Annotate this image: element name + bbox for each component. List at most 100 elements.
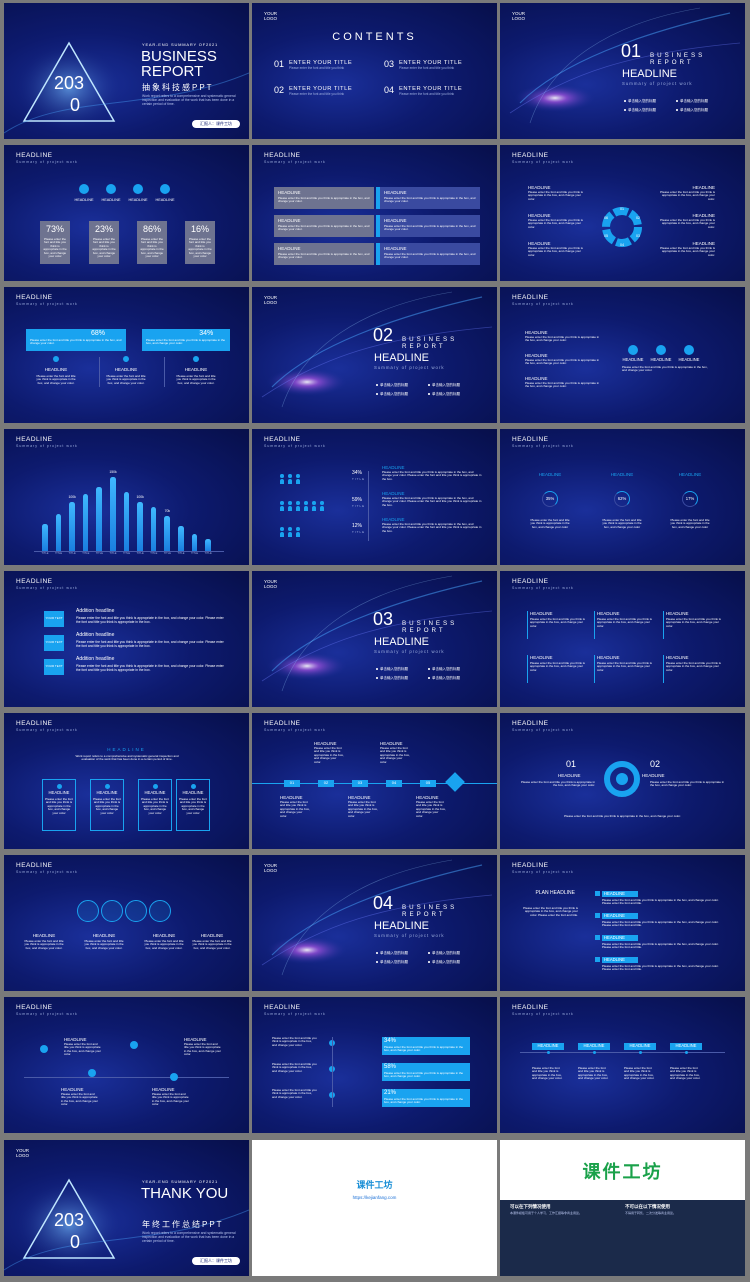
label: HEADLINE	[128, 198, 148, 202]
body-text: Please enter the font and title you thin…	[530, 661, 585, 672]
step-box	[284, 779, 300, 787]
person-body	[296, 505, 300, 511]
icon	[133, 184, 143, 194]
slide-title: HEADLINE	[16, 578, 53, 585]
x-tick-label: TITLE	[177, 552, 185, 555]
button	[192, 120, 240, 128]
year: 203	[54, 1210, 85, 1230]
body-text: Please enter the font and title you thin…	[670, 518, 710, 529]
slide: HEADLINE Summary of project work Please en…	[252, 997, 497, 1133]
person-body	[320, 505, 324, 511]
bullet-text: 单击输入您的标题	[380, 383, 408, 387]
label: HEADLINE	[629, 1043, 651, 1048]
label: HEADLINE	[152, 933, 176, 938]
item-subtitle: Please enter the font and title you thin…	[399, 66, 455, 70]
url: https://kejianfang.com	[352, 1195, 397, 1200]
slide-subtitle: Summary of project work	[512, 1012, 574, 1016]
slide: HEADLINE Summary of project work HEADLINE 3…	[500, 429, 745, 565]
separator	[378, 215, 380, 237]
year: 0	[70, 1232, 81, 1252]
bar	[96, 486, 102, 551]
text-box	[44, 635, 64, 651]
bullet-text: 单击输入您的标题	[380, 667, 408, 671]
bullet	[676, 100, 678, 102]
body-text: Please enter the font and title you thin…	[184, 1042, 222, 1057]
label: HEADLINE	[348, 795, 371, 800]
percent: 86%	[142, 224, 161, 234]
step-number: 03	[357, 779, 363, 785]
label: HEADLINE	[604, 956, 625, 962]
body-text: Please enter the font and title you thin…	[93, 797, 121, 815]
body-text: Please enter the font and title you thin…	[666, 661, 721, 672]
bullet	[428, 952, 430, 954]
separator	[378, 187, 380, 209]
bullet	[376, 677, 378, 679]
icon	[123, 356, 129, 362]
label: HEADLINE	[528, 185, 551, 190]
step-number: 04	[391, 779, 397, 785]
slide-subtitle: Summary of project work	[264, 728, 326, 732]
label: HEADLINE	[525, 376, 548, 381]
section-title: BUSINESS REPORT	[402, 336, 458, 350]
x-tick-label: TITLE	[68, 552, 76, 555]
label: HEADLINE	[182, 790, 204, 795]
label: HEADLINE	[278, 246, 301, 251]
body-text: Please enter the font and title you thin…	[525, 381, 600, 389]
cover-subtitle: 抽象科技感PPT	[142, 83, 214, 92]
body-text: Please enter the font and title you thin…	[602, 920, 719, 928]
divider	[99, 357, 100, 387]
label: HEADLINE	[692, 241, 715, 246]
item-number: 01	[274, 59, 285, 69]
slide-subtitle: Summary of project work	[16, 160, 78, 164]
percent: 62%	[617, 496, 627, 501]
x-tick-label: TITLE	[95, 552, 103, 555]
percent: 58%	[384, 1064, 397, 1070]
body-text: Please enter the font and title you thin…	[380, 746, 410, 764]
person-head	[296, 474, 300, 478]
percent: 35%	[545, 496, 555, 501]
slide: HEADLINE Summary of project work HEADLINE P…	[252, 145, 497, 281]
tag	[602, 913, 638, 919]
label: HEADLINE	[604, 890, 625, 896]
body-text: Please enter the font and title you thin…	[272, 1088, 317, 1099]
bullet	[376, 961, 378, 963]
label: HEADLINE	[384, 218, 407, 223]
bar	[42, 523, 48, 551]
bar-box	[274, 243, 374, 265]
slide: 203 0 YEAR-END SUMMARY OF2021 BUSINESS REPO…	[4, 3, 249, 139]
slide: YOUR LOGO 02 BUSINESS REPORT HEADLINE Summar…	[252, 287, 497, 423]
section-subtitle: Summary of project work	[622, 81, 693, 86]
heading: 可以在下列情况使用	[510, 1204, 551, 1209]
label: HEADLINE	[382, 491, 405, 496]
label: HEADLINE	[382, 517, 405, 522]
card	[137, 221, 167, 264]
label: HEADLINE	[604, 934, 625, 940]
label: HEADLINE	[114, 367, 138, 372]
label: HEADLINE	[610, 472, 634, 477]
icon	[190, 783, 196, 789]
bullet	[376, 952, 378, 954]
x-tick-label: TITLE	[136, 552, 144, 555]
body-text: Please enter the font and title you thin…	[624, 1066, 655, 1081]
body-text: 本课件模板可用于个人学习、工作汇报等非商业用途。	[510, 1211, 583, 1215]
slide: HEADLINE Summary of project work PLAN HEAD…	[500, 855, 745, 991]
person-head	[280, 501, 284, 505]
label: HEADLINE	[382, 465, 405, 470]
bullet-text: 单击输入您的标题	[680, 99, 708, 103]
body-text: Please enter the font and title you thin…	[84, 939, 124, 950]
bullet-text: 单击输入您的标题	[432, 960, 460, 964]
label: HEADLINE	[597, 655, 620, 660]
slide-subtitle: Summary of project work	[264, 160, 326, 164]
separator	[376, 215, 378, 237]
slide-title: HEADLINE	[16, 152, 53, 159]
icon	[40, 1045, 48, 1053]
slide-subtitle: Summary of project work	[512, 444, 574, 448]
label: HEADLINE	[152, 1087, 175, 1092]
slide: HEADLINE Summary of project work HEADLINE P…	[500, 997, 745, 1133]
slide: HEADLINE Summary of project work 01 02 03 04 0…	[500, 145, 745, 281]
slide: HEADLINE Summary of project work HEADLINE P…	[500, 287, 745, 423]
person-body	[296, 478, 300, 484]
item-subtitle: Please enter the font and title you thin…	[289, 66, 345, 70]
slide-title: HEADLINE	[264, 152, 301, 159]
icon	[193, 356, 199, 362]
